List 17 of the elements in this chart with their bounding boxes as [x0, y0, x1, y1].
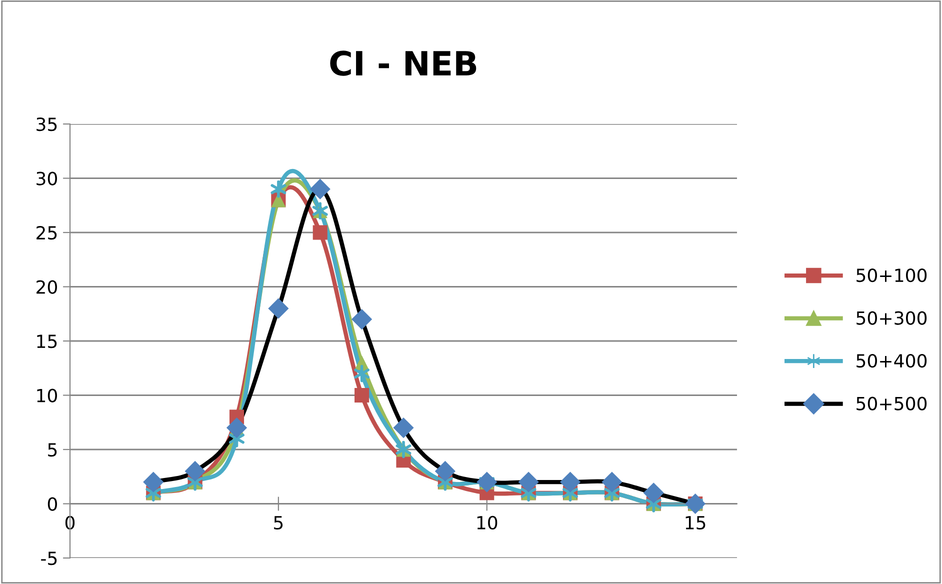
y-tick-label: -5	[41, 552, 57, 566]
y-tick-label: 35	[36, 117, 57, 132]
x-tick-label: 5	[274, 516, 283, 530]
y-tick-label: 25	[36, 226, 57, 240]
y-tick-label: 30	[36, 172, 57, 186]
y-tick-label: 15	[37, 334, 57, 348]
legend-label: 50+500	[856, 396, 927, 410]
legend-label: 50+300	[856, 311, 927, 325]
legend-label: 50+400	[856, 354, 927, 368]
y-tick-label: 20	[36, 280, 57, 294]
y-tick-label: 5	[48, 443, 57, 457]
legend-label: 50+100	[856, 268, 927, 282]
x-tick-label: 10	[477, 516, 498, 530]
y-tick-label: 10	[37, 388, 57, 402]
x-tick-label: 15	[686, 516, 706, 530]
chart-title: CI - NEB	[330, 50, 476, 76]
y-tick-label: 0	[48, 497, 57, 511]
